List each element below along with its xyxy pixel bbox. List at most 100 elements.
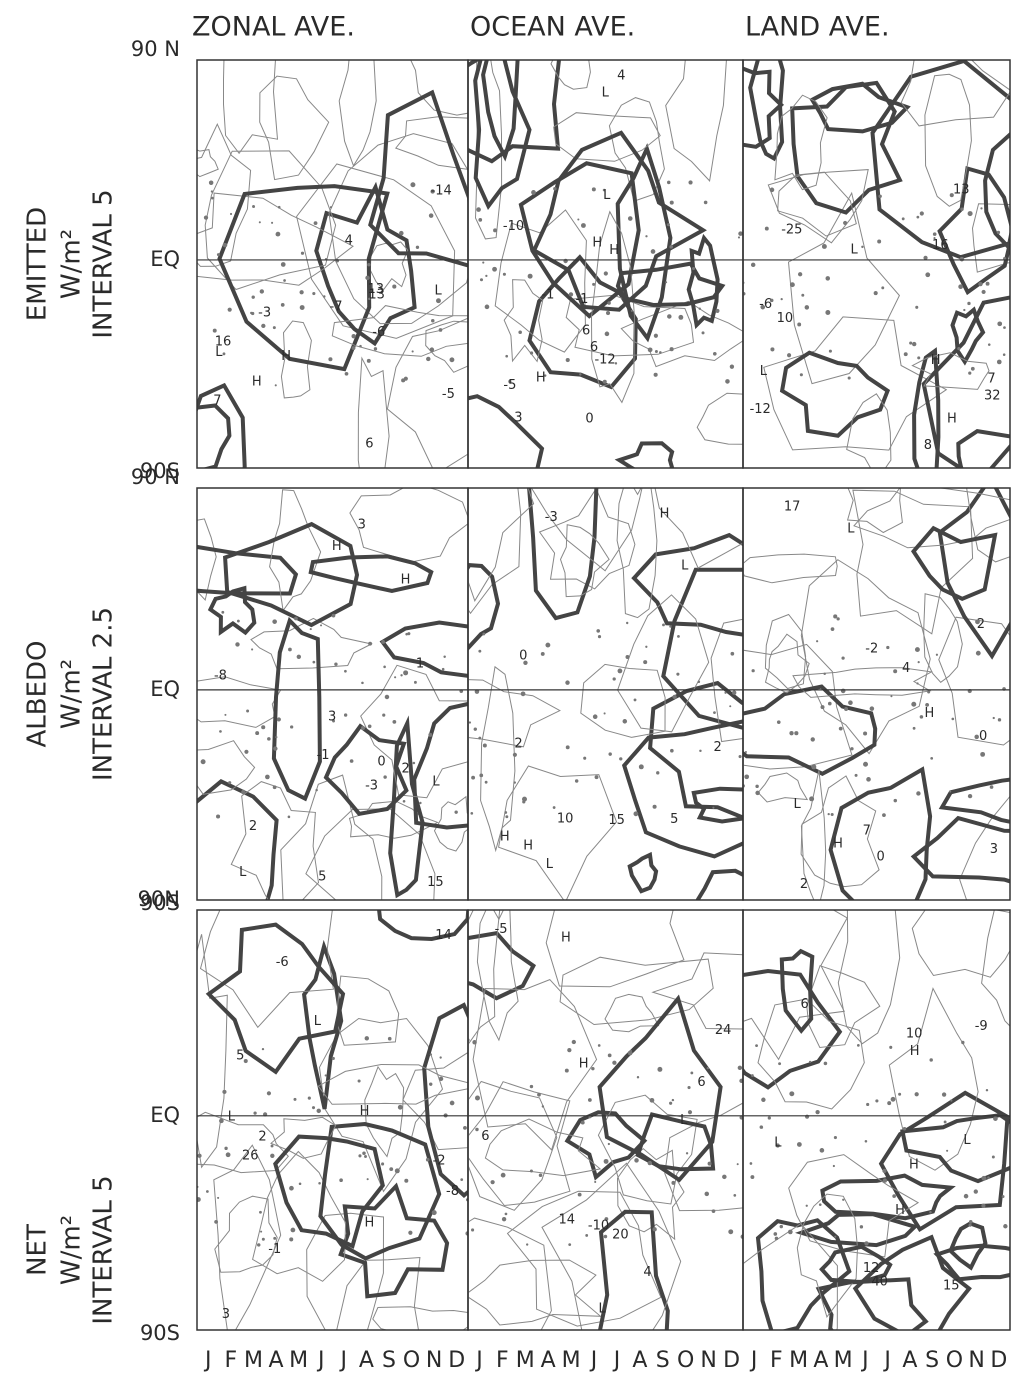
stipple <box>228 308 232 312</box>
stipple <box>866 1103 869 1106</box>
contour-label: H <box>252 374 262 389</box>
stipple <box>967 302 970 305</box>
stipple <box>712 807 714 809</box>
stipple <box>332 614 336 618</box>
contour-label: L <box>603 188 611 203</box>
contour-label: -2 <box>865 641 878 656</box>
stipple <box>713 711 716 714</box>
stipple <box>755 785 758 788</box>
stipple <box>826 276 831 281</box>
stipple <box>429 213 434 218</box>
stipple <box>957 347 960 350</box>
stipple <box>289 1237 293 1241</box>
stipple <box>848 700 853 705</box>
contour-label: 7 <box>213 394 221 409</box>
y-label: 90N <box>138 887 180 911</box>
stipple <box>381 1162 384 1165</box>
contour-line <box>801 560 930 754</box>
stipple <box>902 217 905 220</box>
contour-line <box>127 546 296 593</box>
stipple <box>998 718 1001 721</box>
contour-label: L <box>760 364 768 379</box>
stipple <box>407 632 410 635</box>
stipple <box>290 725 293 728</box>
stipple <box>704 201 708 205</box>
contour-label: 0 <box>876 850 884 865</box>
stipple <box>707 1067 709 1069</box>
stipple <box>809 796 814 801</box>
stipple <box>949 791 951 793</box>
stipple <box>765 227 769 231</box>
month-label: J <box>316 1348 325 1373</box>
stipple <box>365 1036 369 1040</box>
stipple <box>367 1178 369 1180</box>
stipple <box>312 1106 315 1109</box>
stipple <box>968 371 971 374</box>
stipple <box>252 205 255 208</box>
stipple <box>925 272 930 277</box>
stipple <box>920 211 924 215</box>
stipple <box>968 211 973 216</box>
stipple <box>652 1227 656 1231</box>
stipple <box>588 1098 592 1102</box>
column-title: OCEAN AVE. <box>470 12 635 43</box>
stipple <box>514 781 516 783</box>
stipple <box>850 747 853 750</box>
month-label: O <box>946 1348 963 1373</box>
contour-line <box>618 149 671 339</box>
month-label: F <box>770 1348 783 1373</box>
contour-label: 17 <box>784 499 801 514</box>
stipple <box>750 1175 754 1179</box>
stipple <box>522 800 525 803</box>
stipple <box>997 360 1002 365</box>
panel <box>725 32 1034 524</box>
contour-label: -3 <box>545 510 558 525</box>
contour-label: -10 <box>588 1218 609 1233</box>
contour-label: 26 <box>242 1148 259 1163</box>
stipple <box>1003 353 1006 356</box>
stipple <box>841 657 844 660</box>
stipple <box>429 1082 432 1085</box>
stipple <box>482 261 484 263</box>
stipple <box>572 1040 576 1044</box>
stipple <box>708 1162 712 1166</box>
stipple <box>288 816 291 819</box>
stipple <box>272 619 277 624</box>
stipple <box>219 1119 224 1124</box>
stipple <box>918 661 920 663</box>
stipple <box>958 284 963 289</box>
stipple <box>276 232 280 236</box>
panel <box>404 414 804 930</box>
stipple <box>608 1143 610 1145</box>
contour-label: 3 <box>328 709 336 724</box>
stipple <box>542 1105 544 1107</box>
contour-label: -5 <box>503 378 516 393</box>
stipple <box>643 660 647 664</box>
contour-line <box>663 570 804 729</box>
stipple <box>882 813 886 817</box>
contour-label: L <box>794 797 802 812</box>
contour-label: L <box>228 1109 236 1124</box>
contour-label: 0 <box>377 755 385 770</box>
contour-label: L <box>680 1113 688 1128</box>
stipple <box>913 727 916 730</box>
stipple <box>692 267 695 270</box>
stipple <box>297 655 301 659</box>
contour-line <box>425 437 533 601</box>
stipple <box>299 290 303 294</box>
contour-line <box>457 565 498 648</box>
stipple <box>412 350 414 352</box>
stipple <box>626 655 630 659</box>
stipple <box>585 1234 588 1237</box>
stipple <box>980 752 985 757</box>
stipple <box>833 614 837 618</box>
contour-line <box>465 1260 601 1325</box>
stipple <box>475 1096 480 1101</box>
stipple <box>568 1243 571 1246</box>
contour-line <box>378 898 469 940</box>
contour-line <box>985 135 1025 248</box>
stipple <box>752 669 755 672</box>
contour-label: -9 <box>975 1019 988 1034</box>
stipple <box>219 730 222 733</box>
contour-label: 24 <box>715 1023 732 1038</box>
